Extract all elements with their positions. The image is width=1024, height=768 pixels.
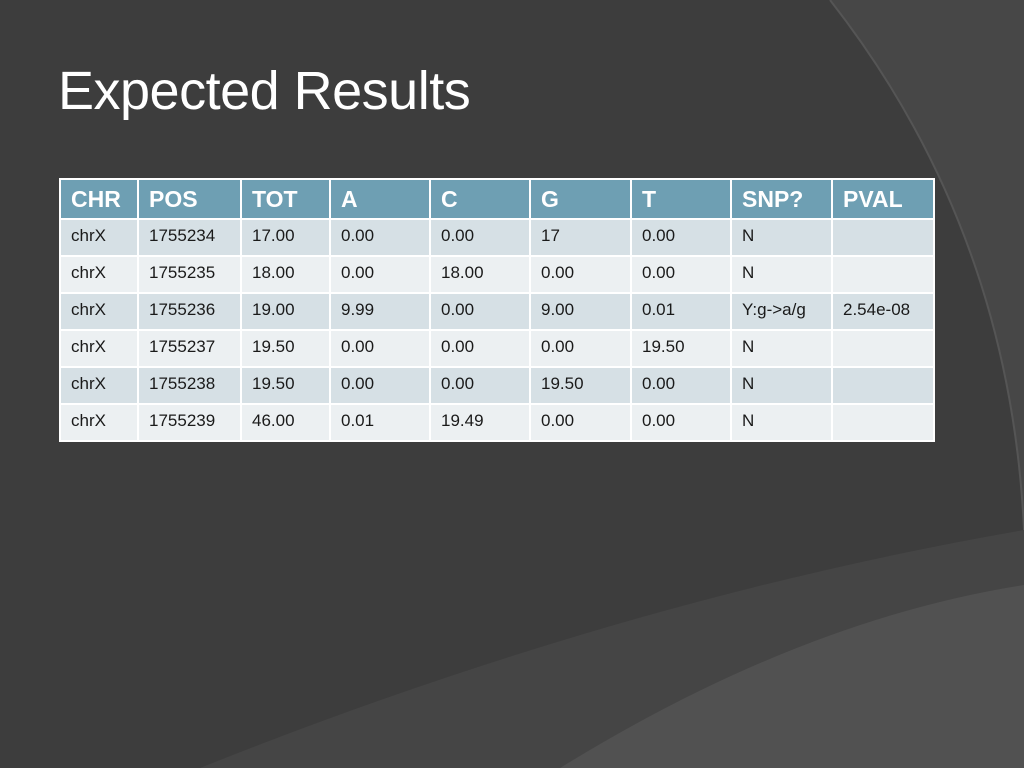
- cell-c: 0.00: [429, 329, 531, 368]
- cell-pos: 1755237: [137, 329, 242, 368]
- cell-chr: chrX: [59, 218, 139, 257]
- cell-a: 0.00: [329, 255, 431, 294]
- cell-pval: [831, 403, 935, 442]
- cell-snp: N: [730, 218, 833, 257]
- cell-snp: Y:g->a/g: [730, 292, 833, 331]
- cell-snp: N: [730, 403, 833, 442]
- background-arc-top-right: [830, 0, 1024, 530]
- cell-a: 0.00: [329, 218, 431, 257]
- column-header-chr: CHR: [59, 178, 139, 220]
- column-header-c: C: [429, 178, 531, 220]
- cell-snp: N: [730, 329, 833, 368]
- cell-pval: [831, 329, 935, 368]
- table-row: chrX 1755238 19.50 0.00 0.00 19.50 0.00 …: [59, 366, 935, 405]
- table-row: chrX 1755236 19.00 9.99 0.00 9.00 0.01 Y…: [59, 292, 935, 331]
- cell-c: 19.49: [429, 403, 531, 442]
- column-header-pos: POS: [137, 178, 242, 220]
- cell-snp: N: [730, 255, 833, 294]
- slide-title: Expected Results: [58, 61, 471, 121]
- cell-pval: [831, 255, 935, 294]
- cell-g: 0.00: [529, 329, 632, 368]
- cell-g: 9.00: [529, 292, 632, 331]
- cell-a: 9.99: [329, 292, 431, 331]
- cell-pval: [831, 218, 935, 257]
- results-table: CHR POS TOT A C G T SNP? PVAL chrX 17552…: [59, 178, 935, 442]
- cell-t: 19.50: [630, 329, 732, 368]
- cell-tot: 46.00: [240, 403, 331, 442]
- cell-t: 0.00: [630, 403, 732, 442]
- cell-pos: 1755234: [137, 218, 242, 257]
- cell-g: 0.00: [529, 403, 632, 442]
- cell-pos: 1755239: [137, 403, 242, 442]
- cell-tot: 19.50: [240, 329, 331, 368]
- cell-t: 0.01: [630, 292, 732, 331]
- table-row: chrX 1755239 46.00 0.01 19.49 0.00 0.00 …: [59, 403, 935, 442]
- cell-a: 0.01: [329, 403, 431, 442]
- background-band-bottom-light: [560, 585, 1024, 768]
- cell-g: 17: [529, 218, 632, 257]
- cell-c: 0.00: [429, 366, 531, 405]
- cell-c: 18.00: [429, 255, 531, 294]
- results-table-wrapper: CHR POS TOT A C G T SNP? PVAL chrX 17552…: [59, 178, 935, 442]
- cell-chr: chrX: [59, 403, 139, 442]
- cell-t: 0.00: [630, 255, 732, 294]
- column-header-pval: PVAL: [831, 178, 935, 220]
- table-row: chrX 1755235 18.00 0.00 18.00 0.00 0.00 …: [59, 255, 935, 294]
- cell-t: 0.00: [630, 218, 732, 257]
- cell-pval: [831, 366, 935, 405]
- cell-pval: 2.54e-08: [831, 292, 935, 331]
- cell-chr: chrX: [59, 366, 139, 405]
- cell-t: 0.00: [630, 366, 732, 405]
- cell-pos: 1755238: [137, 366, 242, 405]
- table-header: CHR POS TOT A C G T SNP? PVAL: [59, 178, 935, 220]
- cell-c: 0.00: [429, 292, 531, 331]
- cell-c: 0.00: [429, 218, 531, 257]
- cell-chr: chrX: [59, 329, 139, 368]
- table-body: chrX 1755234 17.00 0.00 0.00 17 0.00 N c…: [59, 218, 935, 442]
- cell-g: 19.50: [529, 366, 632, 405]
- cell-tot: 18.00: [240, 255, 331, 294]
- header-row: CHR POS TOT A C G T SNP? PVAL: [59, 178, 935, 220]
- table-row: chrX 1755234 17.00 0.00 0.00 17 0.00 N: [59, 218, 935, 257]
- column-header-a: A: [329, 178, 431, 220]
- cell-a: 0.00: [329, 366, 431, 405]
- cell-chr: chrX: [59, 255, 139, 294]
- cell-chr: chrX: [59, 292, 139, 331]
- cell-snp: N: [730, 366, 833, 405]
- column-header-t: T: [630, 178, 732, 220]
- column-header-tot: TOT: [240, 178, 331, 220]
- column-header-g: G: [529, 178, 632, 220]
- column-header-snp: SNP?: [730, 178, 833, 220]
- table-row: chrX 1755237 19.50 0.00 0.00 0.00 19.50 …: [59, 329, 935, 368]
- cell-g: 0.00: [529, 255, 632, 294]
- cell-tot: 19.50: [240, 366, 331, 405]
- cell-a: 0.00: [329, 329, 431, 368]
- cell-pos: 1755236: [137, 292, 242, 331]
- background-arc-line: [829, 0, 1024, 531]
- cell-tot: 19.00: [240, 292, 331, 331]
- cell-pos: 1755235: [137, 255, 242, 294]
- cell-tot: 17.00: [240, 218, 331, 257]
